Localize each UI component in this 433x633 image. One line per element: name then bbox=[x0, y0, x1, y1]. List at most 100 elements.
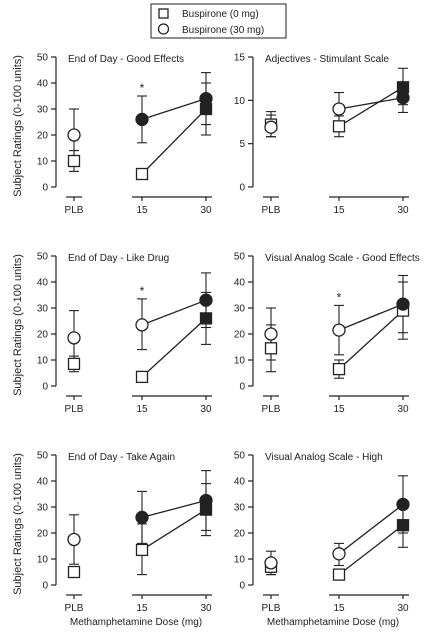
x-tick-label: PLB bbox=[65, 404, 84, 415]
x-tick-label: 15 bbox=[333, 205, 345, 216]
y-tick-label: 40 bbox=[37, 278, 49, 289]
data-point-buspirone-30 bbox=[264, 120, 278, 134]
series-line-buspirone-0 bbox=[338, 86, 404, 127]
data-point-buspirone-30 bbox=[332, 547, 346, 561]
series-line-buspirone-0 bbox=[338, 524, 404, 576]
panel-4: 0 10 20 30 40 50 Visual Analog Scale - Good Ef… bbox=[234, 252, 420, 416]
data-point-buspirone-30 bbox=[199, 493, 213, 508]
data-point-buspirone-30 bbox=[67, 331, 81, 345]
data-point-buspirone-30 bbox=[264, 327, 278, 341]
data-point-buspirone-0 bbox=[67, 357, 81, 371]
y-tick-label: 30 bbox=[234, 503, 246, 514]
legend-label-buspirone-0: Buspirone (0 mg) bbox=[182, 9, 259, 20]
data-point-buspirone-30 bbox=[67, 128, 81, 142]
legend: Buspirone (0 mg) Buspirone (30 mg) bbox=[150, 3, 287, 39]
panel-title: Visual Analog Scale - Good Effects bbox=[265, 253, 420, 264]
series-line-buspirone-30 bbox=[338, 303, 404, 331]
y-tick-label: 10 bbox=[37, 157, 49, 168]
x-tick-label: 30 bbox=[397, 404, 409, 415]
y-tick-label: 0 bbox=[239, 382, 245, 393]
x-axis-label-left: Methamphetamine Dose (mg) bbox=[70, 617, 202, 628]
x-tick-label: 15 bbox=[136, 603, 148, 614]
x-tick-label: PLB bbox=[262, 205, 281, 216]
panel-title: End of Day - Take Again bbox=[68, 452, 175, 463]
y-tick-label: 5 bbox=[239, 139, 245, 150]
y-tick-label: 40 bbox=[37, 79, 49, 90]
x-axis-label-right: Methamphetamine Dose (mg) bbox=[267, 617, 399, 628]
legend-box bbox=[150, 3, 287, 39]
y-tick-label: 40 bbox=[37, 477, 49, 488]
data-point-buspirone-0 bbox=[332, 362, 346, 376]
x-tick-label: 30 bbox=[200, 603, 212, 614]
y-axis-label-bottom: Subject Ratings (0-100 units) bbox=[12, 453, 24, 595]
data-point-buspirone-30 bbox=[199, 91, 213, 106]
y-tick-label: 20 bbox=[234, 330, 246, 341]
y-tick-label: 40 bbox=[234, 278, 246, 289]
y-tick-label: 20 bbox=[37, 529, 49, 540]
y-tick-label: 0 bbox=[239, 183, 245, 194]
panel-2: 0 5 10 15 Adjectives - Stimulant Scale PLB 15 3… bbox=[234, 53, 410, 216]
data-point-buspirone-30 bbox=[396, 91, 410, 105]
x-tick-label: 15 bbox=[333, 404, 345, 415]
data-point-buspirone-0 bbox=[135, 543, 149, 557]
data-point-buspirone-0 bbox=[135, 370, 149, 384]
panel-title: End of Day - Like Drug bbox=[68, 253, 169, 264]
series-line-buspirone-0 bbox=[141, 509, 207, 551]
y-tick-label: 10 bbox=[37, 356, 49, 367]
panel-3: 0 10 20 30 40 50 End of Day - Like Drug PLB 15 30… bbox=[37, 252, 213, 415]
series-line-buspirone-30 bbox=[141, 299, 207, 326]
data-point-buspirone-0 bbox=[332, 120, 346, 133]
data-point-buspirone-0 bbox=[67, 154, 81, 168]
y-tick-label: 0 bbox=[42, 183, 48, 194]
data-point-buspirone-0 bbox=[67, 565, 81, 579]
series-line-buspirone-0 bbox=[141, 108, 207, 175]
data-point-buspirone-30 bbox=[396, 497, 410, 512]
y-tick-label: 0 bbox=[42, 581, 48, 592]
data-point-buspirone-30 bbox=[199, 293, 213, 307]
y-axis-label-middle: Subject Ratings (0-100 units) bbox=[12, 254, 24, 396]
panel-1: 0 10 20 30 40 50 End of Day - Good Effects PLB 1… bbox=[37, 53, 213, 216]
y-tick-label: 50 bbox=[37, 53, 49, 64]
y-tick-label: 30 bbox=[37, 503, 49, 514]
data-point-buspirone-30 bbox=[135, 318, 149, 332]
y-tick-label: 50 bbox=[37, 451, 49, 462]
panel-title: Visual Analog Scale - High bbox=[265, 452, 383, 463]
y-tick-label: 30 bbox=[37, 105, 49, 116]
data-point-buspirone-0 bbox=[199, 312, 213, 325]
x-tick-label: 30 bbox=[200, 404, 212, 415]
legend-square-marker bbox=[158, 8, 169, 19]
y-tick-label: 10 bbox=[234, 555, 246, 566]
data-point-buspirone-30 bbox=[396, 297, 410, 311]
panel-title: Adjectives - Stimulant Scale bbox=[265, 54, 389, 65]
x-tick-label: PLB bbox=[262, 603, 281, 614]
y-tick-label: 10 bbox=[234, 96, 246, 107]
data-point-buspirone-30 bbox=[135, 510, 149, 525]
data-point-buspirone-0 bbox=[396, 519, 410, 532]
panel-title: End of Day - Good Effects bbox=[68, 54, 184, 65]
panel-5: 0 10 20 30 40 50 End of Day - Take Again PLB 15 3… bbox=[37, 451, 213, 614]
data-point-buspirone-30 bbox=[67, 532, 81, 547]
data-point-buspirone-30 bbox=[135, 112, 149, 127]
x-tick-label: PLB bbox=[262, 404, 281, 415]
significance-marker: * bbox=[337, 290, 342, 304]
y-tick-label: 0 bbox=[239, 581, 245, 592]
x-tick-label: 15 bbox=[136, 404, 148, 415]
y-axis-label-left: Subject Ratings (0-100 units) bbox=[12, 55, 24, 197]
data-point-buspirone-30 bbox=[332, 102, 346, 116]
y-tick-label: 0 bbox=[42, 382, 48, 393]
x-tick-label: 15 bbox=[136, 205, 148, 216]
series-line-buspirone-30 bbox=[338, 97, 404, 110]
series-line-buspirone-30 bbox=[141, 499, 207, 519]
x-tick-label: 30 bbox=[200, 205, 212, 216]
data-point-buspirone-0 bbox=[264, 342, 278, 355]
significance-marker: * bbox=[140, 284, 145, 298]
y-tick-label: 50 bbox=[234, 451, 246, 462]
series-line-buspirone-30 bbox=[338, 503, 404, 555]
y-tick-label: 30 bbox=[37, 304, 49, 315]
data-point-buspirone-0 bbox=[332, 568, 346, 581]
legend-label-buspirone-30: Buspirone (30 mg) bbox=[182, 25, 264, 36]
y-tick-label: 40 bbox=[234, 477, 246, 488]
